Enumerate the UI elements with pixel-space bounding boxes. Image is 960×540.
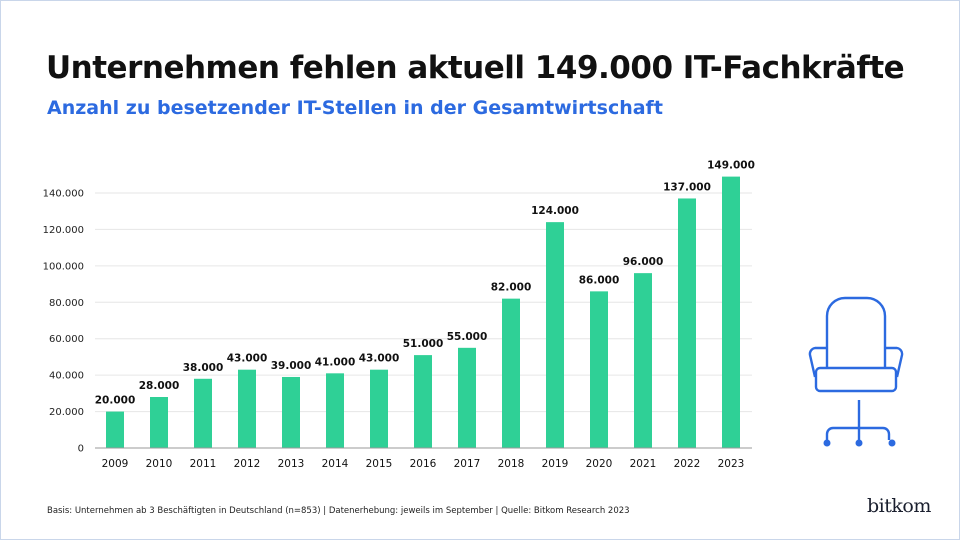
- bar: [722, 176, 740, 448]
- data-label: 41.000: [315, 356, 356, 368]
- data-label: 28.000: [139, 380, 180, 392]
- bar: [106, 411, 124, 448]
- data-label: 55.000: [447, 331, 488, 343]
- bar: [546, 222, 564, 448]
- data-label: 43.000: [227, 353, 268, 365]
- data-label: 149.000: [707, 160, 755, 172]
- x-tick-label: 2018: [498, 458, 525, 470]
- bar: [414, 355, 432, 448]
- bar: [194, 378, 212, 448]
- y-tick-label: 140.000: [43, 189, 84, 200]
- bar: [678, 198, 696, 448]
- bar: [150, 397, 168, 448]
- y-tick-label: 80.000: [49, 298, 84, 309]
- x-tick-label: 2019: [542, 458, 569, 470]
- data-label: 38.000: [183, 362, 224, 374]
- data-label: 137.000: [663, 181, 711, 193]
- data-label: 39.000: [271, 360, 312, 372]
- x-tick-label: 2009: [102, 458, 129, 470]
- x-tick-label: 2022: [674, 458, 701, 470]
- y-tick-label: 120.000: [43, 225, 84, 236]
- data-label: 96.000: [623, 256, 664, 268]
- data-label: 51.000: [403, 338, 444, 350]
- data-label: 43.000: [359, 353, 400, 365]
- chart-subtitle: Anzahl zu besetzender IT-Stellen in der …: [47, 97, 663, 119]
- footnote: Basis: Unternehmen ab 3 Beschäftigten in…: [47, 506, 630, 516]
- x-tick-label: 2014: [322, 458, 349, 470]
- chart-title: Unternehmen fehlen aktuell 149.000 IT-Fa…: [46, 50, 905, 86]
- y-tick-label: 0: [78, 444, 84, 455]
- bar: [370, 369, 388, 448]
- x-tick-label: 2015: [366, 458, 393, 470]
- bar: [282, 376, 300, 448]
- bar: [326, 373, 344, 448]
- y-tick-label: 100.000: [43, 261, 84, 272]
- x-tick-label: 2021: [630, 458, 657, 470]
- bar: [238, 369, 256, 448]
- data-label: 82.000: [491, 282, 532, 294]
- office-chair-icon: [808, 296, 904, 447]
- data-label: 124.000: [531, 205, 579, 217]
- x-tick-label: 2023: [718, 458, 745, 470]
- data-label: 86.000: [579, 274, 620, 286]
- x-tick-label: 2013: [278, 458, 305, 470]
- data-label: 20.000: [95, 395, 136, 407]
- x-tick-label: 2012: [234, 458, 261, 470]
- x-tick-label: 2017: [454, 458, 481, 470]
- y-tick-label: 40.000: [49, 371, 84, 382]
- bar: [590, 291, 608, 448]
- bar: [458, 347, 476, 448]
- bar: [502, 298, 520, 448]
- x-tick-label: 2016: [410, 458, 437, 470]
- x-tick-label: 2010: [146, 458, 173, 470]
- x-tick-label: 2020: [586, 458, 613, 470]
- y-tick-label: 60.000: [49, 334, 84, 345]
- bitkom-logo: bitkom: [867, 495, 931, 517]
- y-tick-label: 20.000: [49, 407, 84, 418]
- x-tick-label: 2011: [190, 458, 217, 470]
- bar: [634, 273, 652, 448]
